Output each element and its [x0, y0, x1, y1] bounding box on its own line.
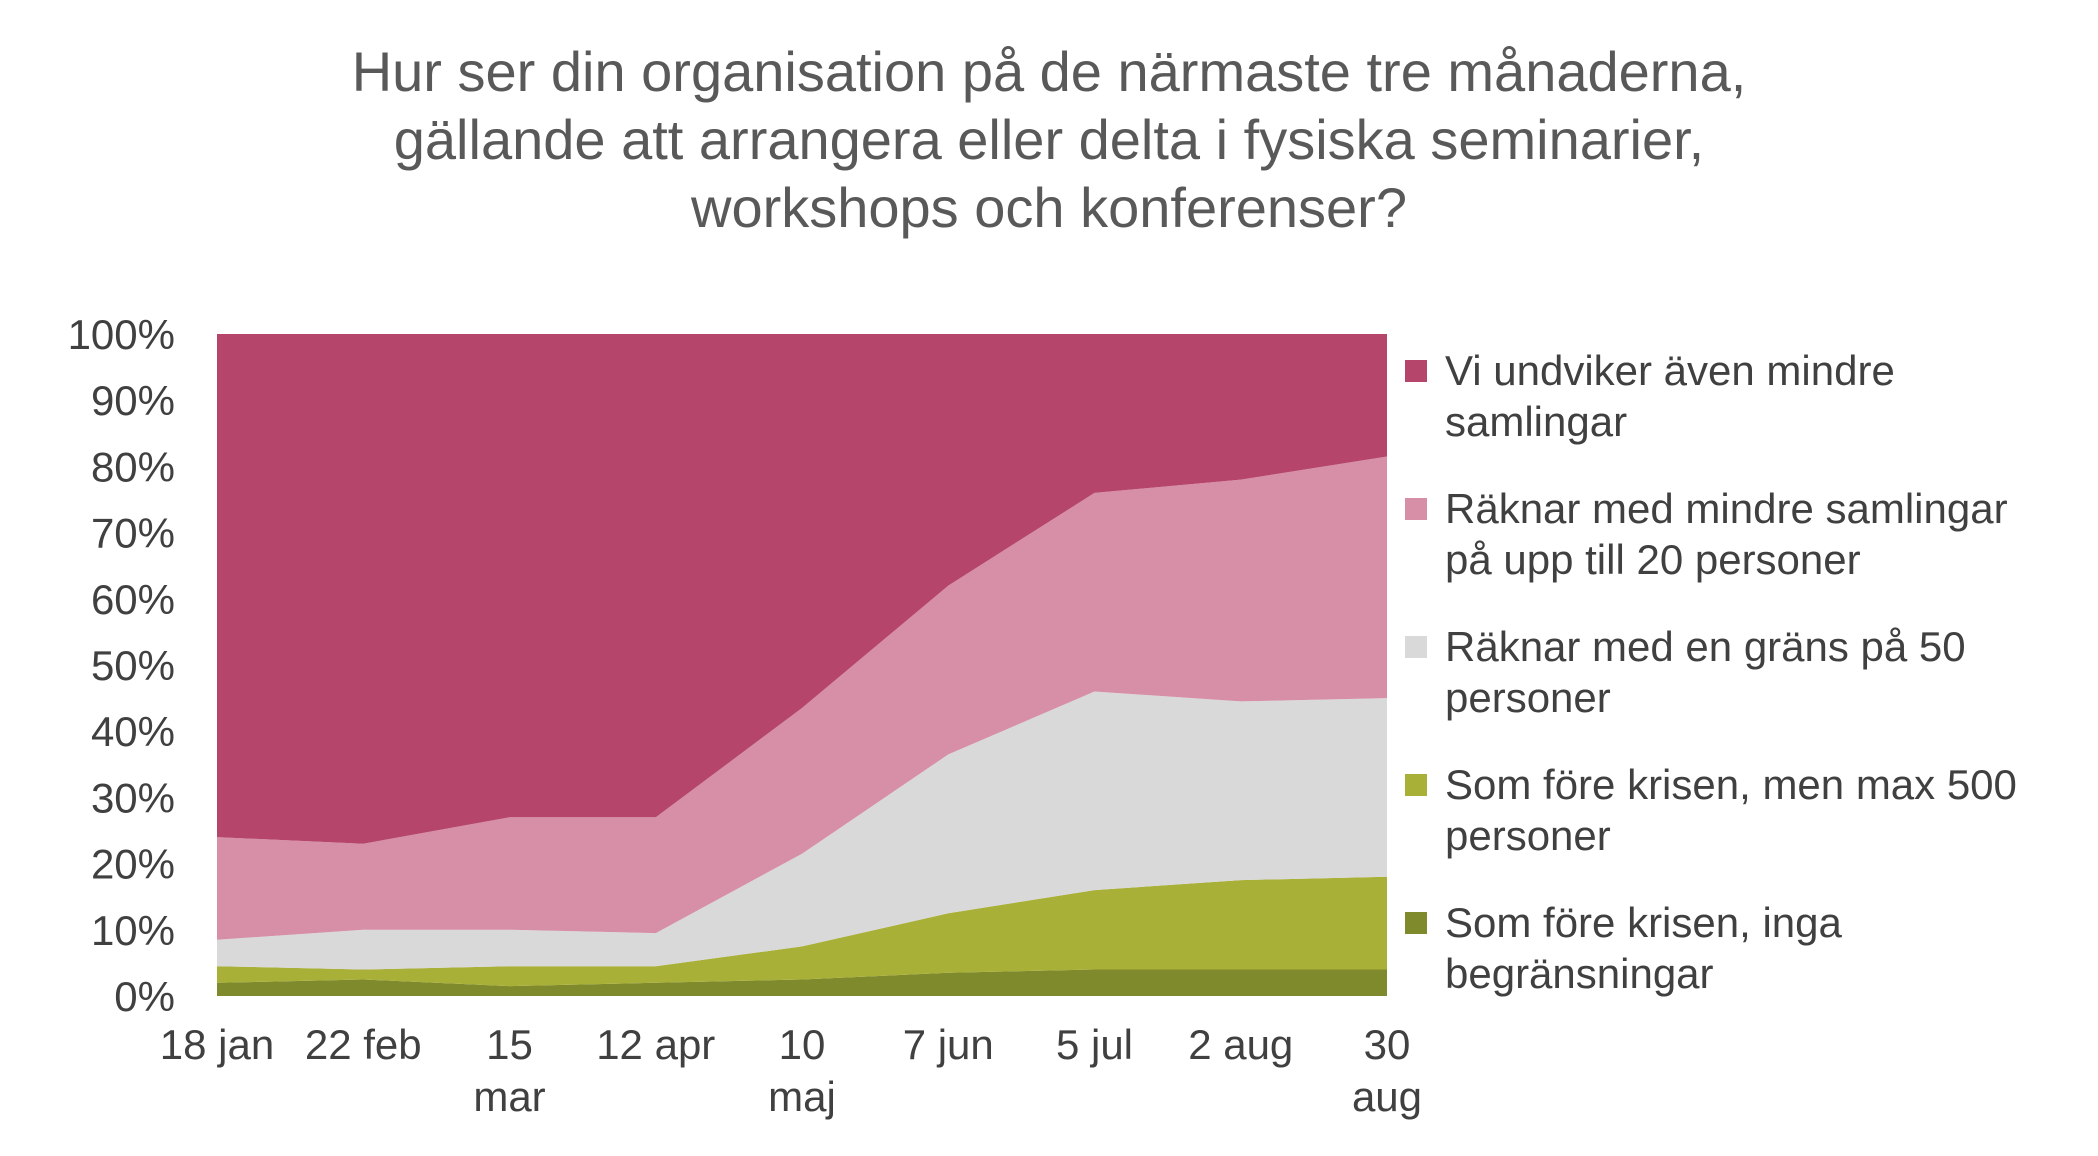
y-tick-label: 20% [91, 841, 175, 888]
y-tick-label: 80% [91, 443, 175, 490]
x-tick-label: 22 feb [305, 1021, 422, 1068]
x-tick-label: 30 aug [1352, 1021, 1422, 1120]
area-räknar-med-en-gräns-på-50-personer [217, 691, 1387, 970]
x-tick-label: 5 jul [1056, 1021, 1133, 1068]
y-axis: 0% 10% 20% 30% 40% 50% 60% 70% 80% 90% 100% [68, 311, 175, 1020]
chart-title-line: workshops och konferenser? [691, 176, 1407, 239]
x-tick-label: 15 mar [473, 1021, 545, 1120]
chart-title-line: gällande att arrangera eller delta i fys… [393, 108, 1705, 171]
y-tick-label: 0% [114, 973, 175, 1020]
legend-item: Som före krisen, men max 500 personer [1405, 759, 2085, 861]
x-tick-label: 18 jan [160, 1021, 274, 1068]
legend-swatch [1405, 498, 1427, 520]
legend-label: Som före krisen, inga begränsningar [1445, 899, 1842, 997]
legend-swatch [1405, 636, 1427, 658]
legend-label: Som före krisen, men max 500 personer [1445, 761, 2017, 859]
legend-swatch [1405, 774, 1427, 796]
area-som-före-krisen-inga-begränsningar [217, 969, 1387, 996]
y-tick-label: 40% [91, 708, 175, 755]
x-tick-label: 2 aug [1188, 1021, 1293, 1068]
area-vi-undviker-även-mindre-samlingar [217, 334, 1387, 844]
legend-item: Som före krisen, inga begränsningar [1405, 897, 2085, 999]
y-tick-label: 70% [91, 510, 175, 557]
legend-swatch [1405, 912, 1427, 934]
x-tick-label: 7 jun [903, 1021, 994, 1068]
area-som-före-krisen-men-max-500-personer [217, 876, 1387, 987]
legend: Vi undviker även mindre samlingar Räknar … [1405, 345, 2085, 1035]
area-räknar-med-mindre-samlingar-på-upp-till-20-personer [217, 456, 1387, 940]
y-tick-label: 10% [91, 907, 175, 954]
x-axis: 18 jan 22 feb 15 mar 12 apr 10 maj 7 jun 5 jul 2 … [160, 1021, 1422, 1120]
legend-label: Räknar med en gräns på 50 personer [1445, 623, 1966, 721]
legend-item: Räknar med mindre samlingar på upp till … [1405, 483, 2085, 585]
legend-label: Räknar med mindre samlingar på upp till … [1445, 485, 2008, 583]
y-tick-label: 60% [91, 576, 175, 623]
y-tick-label: 90% [91, 377, 175, 424]
y-tick-label: 30% [91, 774, 175, 821]
y-tick-label: 100% [68, 311, 175, 358]
legend-swatch [1405, 360, 1427, 382]
legend-item: Räknar med en gräns på 50 personer [1405, 621, 2085, 723]
legend-label: Vi undviker även mindre samlingar [1445, 347, 1895, 445]
x-tick-label: 12 apr [596, 1021, 715, 1068]
chart-title: Hur ser din organisation på de närmaste … [0, 38, 2098, 242]
y-tick-label: 50% [91, 642, 175, 689]
x-tick-label: 10 maj [768, 1021, 836, 1120]
chart-title-line: Hur ser din organisation på de närmaste … [351, 40, 1747, 103]
legend-item: Vi undviker även mindre samlingar [1405, 345, 2085, 447]
area-layers [217, 334, 1387, 996]
